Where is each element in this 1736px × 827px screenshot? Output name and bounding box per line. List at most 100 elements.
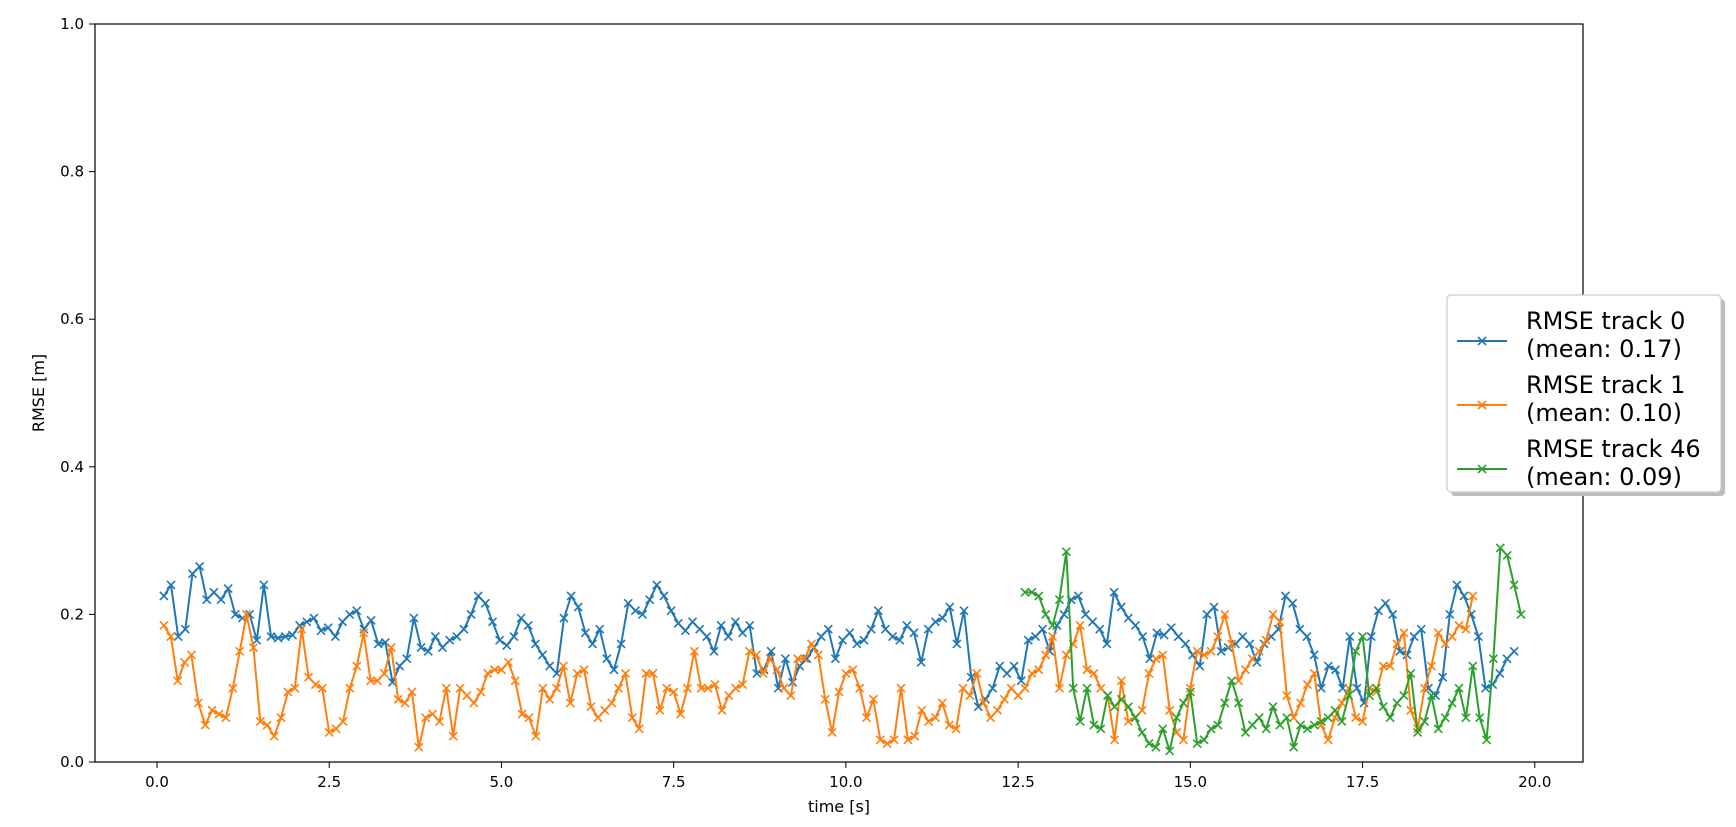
data-point [1352,683,1362,693]
data-point [1345,631,1355,642]
data-point [827,727,837,738]
data-point [780,654,790,664]
data-point [1080,609,1091,619]
data-point [1388,609,1398,619]
data-point [1413,727,1423,738]
data-point [523,620,533,631]
data-point [744,646,755,656]
data-point [1061,650,1071,660]
data-point [930,617,941,627]
data-point [228,683,238,693]
data-point [209,587,219,597]
data-point [359,624,369,634]
data-point [1419,716,1430,726]
data-point [745,620,755,631]
data-point [959,606,969,616]
data-point [1116,694,1127,704]
data-point [903,735,913,745]
data-point [407,687,417,697]
data-point [751,650,761,660]
data-point [323,623,333,633]
data-point [393,694,403,704]
data-point [545,694,555,704]
data-point [473,591,483,601]
y-tick-label: 0.2 [60,605,84,623]
data-point [988,683,998,693]
data-point [216,595,226,605]
data-point [1220,698,1230,708]
data-point [434,716,445,726]
data-point [1009,661,1019,671]
data-point [1289,742,1299,752]
data-point [609,665,619,675]
data-point [1426,691,1437,701]
data-point [1366,631,1376,642]
data-point [695,624,705,634]
x-tick-label: 0.0 [145,773,169,791]
data-point [655,705,665,715]
data-point [1195,661,1205,671]
data-point [1240,665,1251,675]
data-point [1302,724,1313,734]
data-point [823,624,833,634]
data-point [166,580,176,590]
data-point [944,720,954,730]
data-point [1233,698,1244,708]
data-point [283,687,293,697]
data-point [1096,724,1106,734]
data-point [502,640,512,650]
data-point [938,613,948,623]
x-axis: 0.0 2.5 5.0 7.5 10.0 12.5 15.0 17.5 20.0 [145,762,1551,791]
data-point [1440,713,1450,723]
data-point [1509,646,1519,656]
data-point [1038,624,1048,634]
data-point [1095,624,1105,634]
data-point [1495,668,1505,679]
data-point [1233,676,1244,686]
data-point [365,676,376,686]
data-point [979,698,989,708]
data-point [421,713,431,723]
data-point [1454,683,1464,693]
data-point [1082,683,1092,693]
data-point [1380,598,1391,608]
data-point [1178,735,1189,745]
data-point [1054,595,1065,605]
data-point [1075,620,1085,631]
data-point [1027,668,1037,679]
data-point [586,702,596,712]
data-point [841,668,851,679]
data-point [330,631,340,642]
data-point [779,683,789,693]
data-point [852,639,862,649]
data-point [1364,691,1375,701]
data-point [179,657,190,667]
y-tick-label: 0.8 [60,163,84,181]
data-point [1102,639,1112,649]
data-point [1406,705,1416,715]
data-point [1268,702,1278,712]
data-point [902,620,912,631]
data-point [737,628,748,638]
data-point [345,609,355,619]
data-point [916,657,926,667]
data-point [1473,631,1483,642]
data-point [373,639,383,649]
data-point [1088,617,1098,627]
data-point [1261,635,1271,645]
data-point [1192,738,1202,749]
data-point [1206,646,1216,656]
data-point [830,654,840,664]
data-point [1144,738,1154,749]
data-point [1185,683,1195,693]
data-point [1130,713,1140,723]
data-point [889,735,899,745]
data-point [1516,609,1526,619]
data-point [1378,661,1388,671]
legend-marker [1477,464,1487,474]
y-axis-title: RMSE [m] [29,354,48,432]
data-point [896,683,906,693]
legend-label: RMSE track 0 [1526,307,1685,335]
series-0 [159,561,1519,712]
data-point [1275,617,1285,627]
